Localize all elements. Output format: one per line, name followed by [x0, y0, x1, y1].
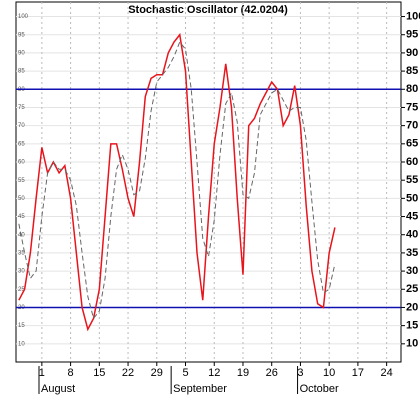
y-tick-label-left: 75 [18, 105, 25, 111]
y-tick-label-left: 95 [18, 32, 25, 38]
y-tick-label-right: 65 [406, 138, 418, 150]
series-line [18, 41, 336, 320]
y-tick-label-right: 100 [406, 10, 420, 22]
y-tick-label-right: 30 [406, 265, 418, 277]
y-tick-label-right: 35 [406, 247, 418, 259]
y-tick-label-left: 100 [18, 14, 29, 20]
x-tick-label: 17 [352, 367, 364, 379]
y-tick-label-left: 55 [18, 178, 25, 184]
x-tick-label: 29 [151, 367, 163, 379]
month-label: August [41, 383, 75, 395]
x-tick-label: 1 [39, 367, 45, 379]
y-tick-label-left: 65 [18, 141, 25, 147]
month-label: October [300, 383, 339, 395]
y-tick-label-right: 45 [406, 210, 418, 222]
y-tick-label-right: 40 [406, 229, 418, 241]
chart-title: Stochastic Oscillator (42.0204) [128, 4, 288, 16]
y-tick-label-right: 15 [406, 320, 418, 332]
x-tick-label: 12 [208, 367, 220, 379]
x-tick-label: 22 [122, 367, 134, 379]
y-tick-label-right: 70 [406, 120, 418, 132]
y-tick-label-left: 15 [18, 323, 25, 329]
y-tick-label-left: 25 [18, 287, 25, 293]
y-tick-label-left: 90 [18, 50, 25, 56]
y-tick-label-left: 45 [18, 214, 25, 220]
y-tick-label-left: 85 [18, 69, 25, 75]
y-tick-label-right: 50 [406, 192, 418, 204]
y-tick-label-right: 20 [406, 301, 418, 313]
x-tick-label: 8 [68, 367, 74, 379]
y-tick-label-right: 10 [406, 338, 418, 350]
x-tick-label: 26 [266, 367, 278, 379]
y-tick-label-right: 90 [406, 47, 418, 59]
y-tick-label-right: 80 [406, 83, 418, 95]
y-tick-label-left: 35 [18, 250, 25, 256]
y-tick-label-right: 85 [406, 65, 418, 77]
y-tick-label-left: 10 [18, 341, 25, 347]
x-tick-label: 24 [381, 367, 393, 379]
y-tick-label-right: 60 [406, 156, 418, 168]
month-label: September [173, 383, 227, 395]
series-line [18, 32, 336, 332]
y-tick-label-right: 95 [406, 29, 418, 41]
y-tick-label-left: 40 [18, 232, 25, 238]
y-tick-label-right: 75 [406, 101, 418, 113]
x-tick-label: 3 [297, 367, 303, 379]
y-tick-label-right: 25 [406, 283, 418, 295]
y-tick-label-right: 55 [406, 174, 418, 186]
y-tick-label-left: 60 [18, 160, 25, 166]
x-tick-label: 10 [323, 367, 335, 379]
y-tick-label-left: 70 [18, 123, 25, 129]
plot-frame [15, 1, 402, 363]
x-tick-label: 5 [182, 367, 188, 379]
x-tick-label: 19 [237, 367, 249, 379]
y-tick-label-left: 50 [18, 196, 25, 202]
y-tick-label-left: 30 [18, 269, 25, 275]
x-tick-label: 15 [93, 367, 105, 379]
